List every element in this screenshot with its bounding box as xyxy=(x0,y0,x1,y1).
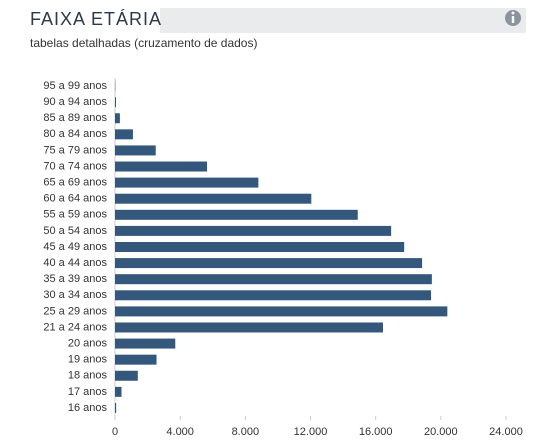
bar xyxy=(115,258,423,269)
bar xyxy=(115,306,448,317)
bar xyxy=(115,161,208,172)
x-tick-label: 20.000 xyxy=(424,426,458,438)
y-tick-label: 17 anos xyxy=(68,386,108,398)
y-tick-label: 21 a 24 anos xyxy=(43,321,107,333)
bar xyxy=(115,354,157,365)
bar xyxy=(115,129,133,140)
bar xyxy=(115,225,392,236)
x-tick-label: 12.000 xyxy=(294,426,328,438)
y-tick-label: 19 anos xyxy=(68,354,108,366)
bar xyxy=(115,290,432,301)
bar xyxy=(115,145,156,156)
y-tick-label: 35 a 39 anos xyxy=(43,273,107,285)
y-tick-label: 80 a 84 anos xyxy=(43,128,107,140)
y-tick-label: 40 a 44 anos xyxy=(43,257,107,269)
bar xyxy=(115,193,312,204)
y-tick-label: 50 a 54 anos xyxy=(43,225,107,237)
y-tick-label: 75 a 79 anos xyxy=(43,144,107,156)
bar xyxy=(115,97,116,108)
bar xyxy=(115,370,138,381)
y-tick-label: 45 a 49 anos xyxy=(43,241,107,253)
chart-subtitle: tabelas detalhadas (cruzamento de dados) xyxy=(30,36,257,50)
y-tick-label: 30 a 34 anos xyxy=(43,289,107,301)
bar xyxy=(115,209,358,220)
y-tick-label: 20 anos xyxy=(68,337,108,349)
title-bar xyxy=(160,8,526,33)
y-tick-label: 25 a 29 anos xyxy=(43,305,107,317)
y-tick-label: 70 a 74 anos xyxy=(43,160,107,172)
bar xyxy=(115,338,176,349)
x-tick-label: 8.000 xyxy=(232,426,260,438)
x-tick-label: 4.000 xyxy=(166,426,194,438)
y-tick-label: 85 a 89 anos xyxy=(43,112,107,124)
bar xyxy=(115,274,432,285)
y-tick-label: 95 a 99 anos xyxy=(43,80,107,92)
bar xyxy=(115,177,259,188)
bar xyxy=(115,386,122,397)
x-tick-label: 24.000 xyxy=(489,426,523,438)
y-tick-label: 65 a 69 anos xyxy=(43,177,107,189)
info-icon[interactable] xyxy=(505,10,521,26)
bar xyxy=(115,402,117,413)
bar xyxy=(115,113,120,124)
y-tick-label: 18 anos xyxy=(68,370,108,382)
y-tick-label: 16 anos xyxy=(68,402,108,414)
chart-title: FAIXA ETÁRIA xyxy=(30,9,162,29)
y-tick-label: 60 a 64 anos xyxy=(43,193,107,205)
x-tick-label: 16.000 xyxy=(359,426,393,438)
bar xyxy=(115,242,405,252)
bar xyxy=(115,322,383,333)
y-tick-label: 90 a 94 anos xyxy=(43,96,107,108)
x-tick-label: 0 xyxy=(112,426,118,438)
y-tick-label: 55 a 59 anos xyxy=(43,209,107,221)
